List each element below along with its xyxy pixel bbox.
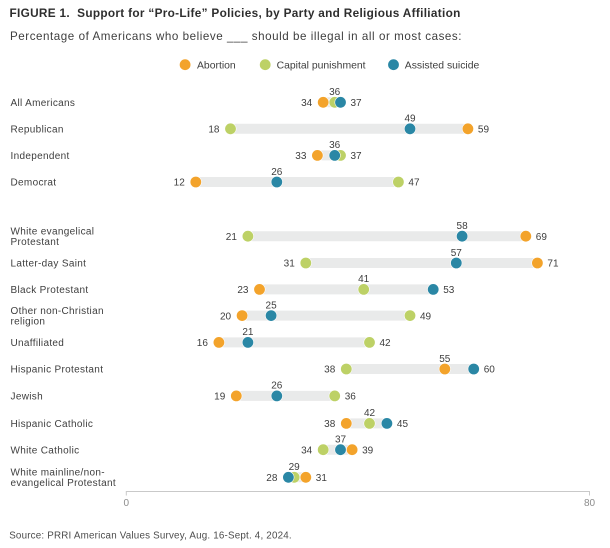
- svg-text:29: 29: [289, 462, 301, 473]
- svg-text:49: 49: [404, 114, 416, 125]
- svg-text:31: 31: [284, 259, 296, 270]
- svg-text:Black Protestant: Black Protestant: [11, 285, 89, 296]
- svg-text:21: 21: [242, 327, 254, 338]
- svg-text:Source: PRRI American Values S: Source: PRRI American Values Survey, Aug…: [9, 531, 292, 542]
- svg-text:Democrat: Democrat: [11, 178, 57, 189]
- svg-text:31: 31: [316, 473, 328, 484]
- svg-text:57: 57: [451, 248, 463, 259]
- svg-text:42: 42: [380, 338, 392, 349]
- svg-text:White evangelical: White evangelical: [11, 227, 95, 238]
- svg-text:55: 55: [439, 354, 451, 365]
- svg-text:FIGURE 1. Support for “Pro-Li: FIGURE 1. Support for “Pro-Life” Policie…: [10, 6, 461, 20]
- svg-text:36: 36: [329, 87, 341, 98]
- svg-text:47: 47: [408, 178, 420, 189]
- svg-text:58: 58: [457, 221, 469, 232]
- svg-text:religion: religion: [11, 316, 46, 327]
- svg-text:Hispanic Protestant: Hispanic Protestant: [11, 365, 104, 376]
- svg-text:18: 18: [208, 125, 220, 136]
- svg-text:16: 16: [197, 338, 209, 349]
- svg-text:28: 28: [266, 473, 278, 484]
- svg-text:Capital punishment: Capital punishment: [277, 60, 366, 71]
- svg-text:26: 26: [271, 381, 283, 392]
- svg-text:Assisted suicide: Assisted suicide: [405, 60, 480, 71]
- svg-text:26: 26: [271, 167, 283, 178]
- svg-text:Percentage of Americans who be: Percentage of Americans who believe ___ …: [10, 30, 462, 43]
- svg-text:25: 25: [266, 300, 278, 311]
- svg-text:59: 59: [478, 125, 490, 136]
- svg-text:39: 39: [362, 445, 374, 456]
- svg-text:All Americans: All Americans: [11, 98, 76, 109]
- svg-text:37: 37: [351, 98, 363, 109]
- svg-text:34: 34: [301, 445, 313, 456]
- svg-text:38: 38: [324, 365, 336, 376]
- svg-text:Protestant: Protestant: [11, 237, 60, 248]
- svg-text:36: 36: [345, 392, 357, 403]
- svg-text:Hispanic Catholic: Hispanic Catholic: [11, 419, 94, 430]
- svg-text:20: 20: [220, 311, 232, 322]
- svg-text:White mainline/non-: White mainline/non-: [11, 468, 105, 479]
- svg-text:12: 12: [174, 178, 186, 189]
- svg-text:37: 37: [351, 151, 363, 162]
- svg-text:41: 41: [358, 274, 370, 285]
- svg-text:White Catholic: White Catholic: [11, 445, 80, 456]
- svg-text:53: 53: [443, 285, 455, 296]
- svg-text:37: 37: [335, 435, 347, 446]
- svg-text:36: 36: [329, 140, 341, 151]
- svg-text:Independent: Independent: [11, 151, 70, 162]
- svg-text:69: 69: [536, 232, 548, 243]
- svg-text:71: 71: [547, 259, 559, 270]
- svg-text:45: 45: [397, 419, 409, 430]
- svg-text:Unaffiliated: Unaffiliated: [11, 338, 65, 349]
- svg-text:42: 42: [364, 408, 376, 419]
- svg-text:60: 60: [484, 365, 496, 376]
- svg-text:80: 80: [584, 498, 596, 509]
- svg-text:34: 34: [301, 98, 313, 109]
- svg-text:Republican: Republican: [11, 125, 64, 136]
- svg-text:38: 38: [324, 419, 336, 430]
- svg-text:19: 19: [214, 392, 226, 403]
- svg-text:Jewish: Jewish: [11, 392, 44, 403]
- svg-text:Latter-day Saint: Latter-day Saint: [11, 259, 87, 270]
- svg-text:Other non-Christian: Other non-Christian: [11, 306, 104, 317]
- svg-text:21: 21: [226, 232, 238, 243]
- svg-text:33: 33: [295, 151, 307, 162]
- svg-text:0: 0: [124, 498, 130, 509]
- svg-text:Abortion: Abortion: [197, 60, 236, 71]
- svg-text:49: 49: [420, 311, 432, 322]
- svg-text:evangelical Protestant: evangelical Protestant: [11, 478, 116, 489]
- svg-text:23: 23: [237, 285, 249, 296]
